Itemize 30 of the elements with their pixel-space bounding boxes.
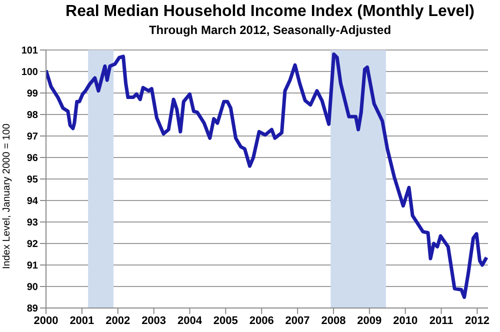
x-tick-label: 2007 xyxy=(285,314,310,327)
chart-title: Real Median Household Income Index (Monthly Level) xyxy=(64,3,476,21)
y-tick-label: 95 xyxy=(26,174,38,186)
chart-subtitle: Through March 2012, Seasonally-Adjusted xyxy=(148,23,392,37)
y-tick-label: 96 xyxy=(26,153,38,164)
x-tick-label: 2000 xyxy=(34,314,58,327)
x-tick-label: 2001 xyxy=(70,314,94,327)
y-tick-label: 100 xyxy=(21,67,38,78)
y-tick-label: 89 xyxy=(26,304,38,315)
y-tick-label: 94 xyxy=(26,196,38,208)
x-tick-label: 2006 xyxy=(249,314,274,327)
line-series xyxy=(46,52,488,299)
x-tick-label: 2008 xyxy=(321,314,346,327)
y-tick-label: 99 xyxy=(26,88,38,100)
x-tick-label: 2011 xyxy=(429,314,454,327)
x-tick-label: 2005 xyxy=(213,314,238,327)
x-tick-label: 2003 xyxy=(142,314,166,327)
x-tick-label: 2012 xyxy=(464,314,490,327)
x-tick-label: 2002 xyxy=(106,314,130,327)
y-tick-label: 92 xyxy=(26,239,38,250)
y-tick-label: 90 xyxy=(26,282,38,294)
x-tick-label: 2009 xyxy=(357,314,382,327)
y-tick-label: 101 xyxy=(21,46,38,57)
y-tick-label: 91 xyxy=(26,260,38,272)
y-tick-label: 97 xyxy=(26,132,38,143)
x-tick-label: 2010 xyxy=(393,314,418,327)
y-tick-label: 98 xyxy=(26,110,38,122)
y-axis-title: Index Level, January 2000 = 100 xyxy=(2,123,13,269)
y-tick-label: 93 xyxy=(26,218,38,229)
x-tick-label: 2004 xyxy=(178,314,203,327)
